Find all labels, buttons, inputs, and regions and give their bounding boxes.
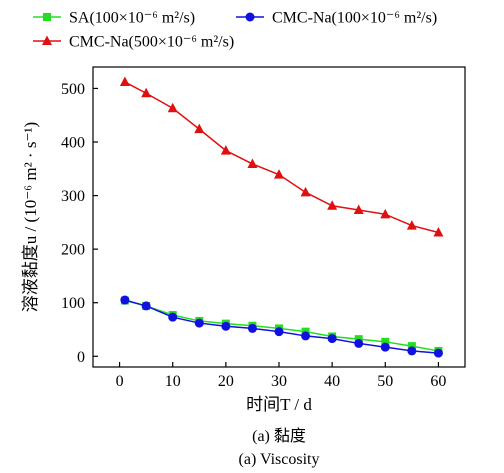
data-point [120,295,130,305]
data-point [141,87,152,98]
legend-label: CMC-Na(500×10⁻⁶ m²/s) [69,34,234,51]
y-tick-label: 400 [61,135,85,152]
legend-label: CMC-Na(100×10⁻⁶ m²/s) [272,10,437,27]
data-point [381,337,390,346]
x-axis-label: 时间T / d [246,395,312,414]
data-point [194,318,204,328]
x-tick-label: 60 [430,373,446,390]
y-tick-label: 100 [61,295,85,312]
legend-marker [43,13,51,21]
caption-zh: (a) 黏度 [252,427,306,445]
legend-item: CMC-Na(100×10⁻⁶ m²/s) [236,10,437,27]
data-point [327,200,338,210]
data-point [194,123,205,134]
y-tick-label: 500 [61,81,85,98]
data-point [221,321,231,331]
series-1 [120,296,443,355]
x-tick-label: 0 [116,373,124,390]
data-point [433,227,444,237]
series-2 [120,295,443,358]
y-tick-label: 0 [77,349,85,366]
data-point [274,169,284,179]
legend: SA(100×10⁻⁶ m²/s) CMC-Na(100×10⁻⁶ m²/s) CM… [33,10,437,51]
data-point [380,342,390,352]
data-point [407,342,416,351]
data-point [301,331,311,341]
x-axis-ticks: 0 10 20 30 40 50 60 [116,362,446,390]
data-point [119,76,130,86]
y-tick-label: 300 [61,188,85,205]
legend-marker [42,35,52,45]
caption-en: (a) Viscosity [239,451,320,468]
data-point [247,158,258,168]
plot-frame [92,66,466,368]
data-point [380,208,391,219]
data-point [247,323,257,333]
data-point [168,312,178,322]
legend-label: SA(100×10⁻⁶ m²/s) [69,10,195,27]
data-point [407,346,417,356]
legend-item: CMC-Na(500×10⁻⁶ m²/s) [33,34,234,51]
data-point [353,204,364,215]
data-point [274,327,284,337]
data-point [433,348,443,358]
series-layer [119,76,444,358]
series-3 [119,76,444,237]
y-axis-ticks: 0 100 200 300 400 500 [61,81,98,366]
y-axis-label: 溶液黏度u / (10⁻⁶ m² · s⁻¹) [21,122,40,312]
data-point [141,301,151,311]
data-point [220,145,231,155]
legend-marker [245,12,255,22]
data-point [167,102,178,113]
x-tick-label: 40 [324,373,340,390]
legend-item: SA(100×10⁻⁶ m²/s) [33,10,195,27]
y-tick-label: 200 [61,242,85,259]
x-tick-label: 20 [218,373,234,390]
x-tick-label: 50 [377,373,393,390]
x-tick-label: 30 [271,373,287,390]
data-point [327,334,337,344]
data-point [406,220,417,230]
data-point [300,186,311,197]
data-point [354,338,364,348]
x-tick-label: 10 [165,373,181,390]
